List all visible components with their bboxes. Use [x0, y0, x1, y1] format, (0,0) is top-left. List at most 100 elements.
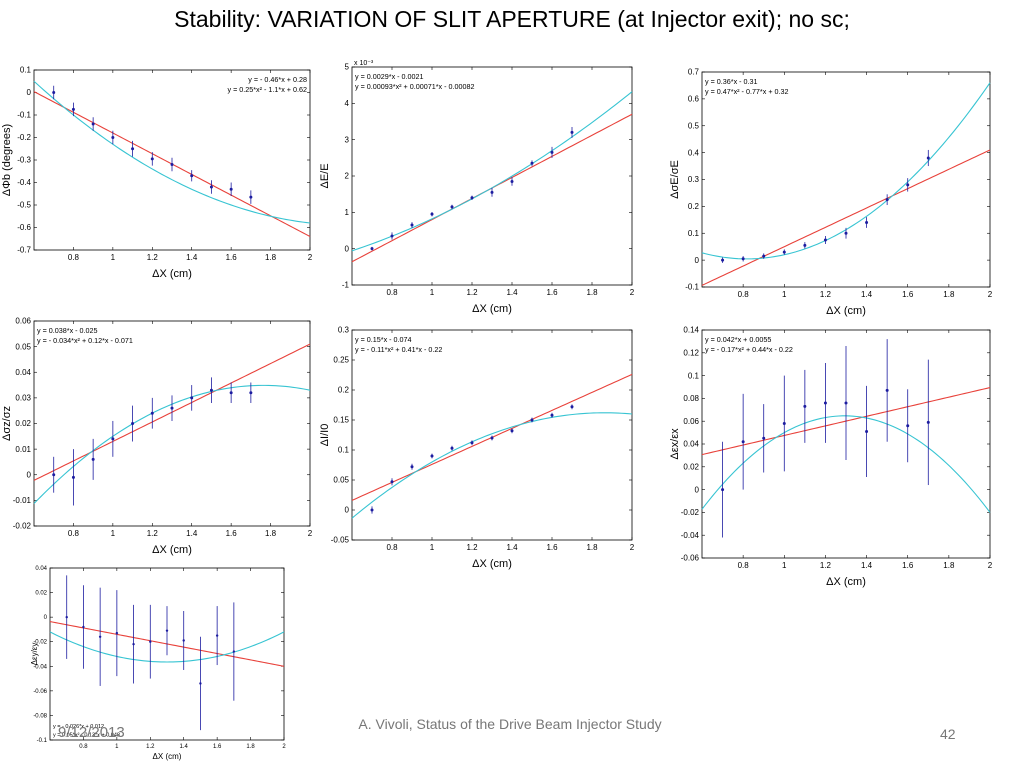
- y-tick-label: -0.3: [17, 156, 31, 165]
- chart-energy-spread: 0.8 1 1.2 1.4 1.6 1.8 2 0.7 0.6 0.5 0.4 0.3 0.2 0.1 0 -…: [668, 62, 998, 317]
- data-point: [885, 198, 889, 202]
- x-tick-label: 1.8: [943, 561, 955, 570]
- y-axis-label: Δεy/εy: [30, 643, 39, 666]
- chart-bunch-length: 0.8 1 1.2 1.4 1.6 1.8 2 0.06 0.05 0.04 0.03 0.02 0.0…: [0, 311, 318, 556]
- data-point: [249, 391, 253, 395]
- y-tick-label: 0.5: [688, 121, 700, 130]
- y-tick-label: 0.03: [15, 394, 31, 403]
- data-point: [98, 635, 102, 638]
- data-point: [65, 615, 68, 619]
- y-tick-label: -0.7: [17, 246, 31, 255]
- data-point: [721, 488, 725, 492]
- data-point: [215, 634, 219, 637]
- data-point: [530, 161, 534, 165]
- y-tick-label: -0.06: [681, 554, 700, 563]
- x-tick-label: 1.2: [146, 744, 155, 750]
- y-axis-label: ΔI/I0: [319, 424, 331, 447]
- y-tick-label: 0: [695, 256, 700, 265]
- data-point: [430, 454, 434, 458]
- y-tick-label: 3: [345, 135, 350, 144]
- data-point: [762, 436, 766, 440]
- x-tick-label: 2: [630, 288, 635, 297]
- data-point: [550, 413, 554, 417]
- x-tick-label: 0.8: [68, 529, 80, 538]
- data-point: [570, 405, 574, 409]
- data-point: [550, 150, 554, 154]
- footer-text: A. Vivoli, Status of the Drive Beam Inje…: [358, 716, 662, 732]
- data-point: [410, 465, 414, 469]
- data-point: [885, 388, 889, 392]
- y-tick-label: -0.08: [33, 713, 47, 719]
- fit-equation: y = 0.0029*x - 0.0021: [355, 72, 424, 81]
- y-tick-label: 0: [44, 615, 48, 621]
- fit-equation: y = 0.15*x - 0.074: [355, 335, 412, 344]
- x-tick-label: 1: [430, 543, 435, 552]
- x-axis-label: ΔX (cm): [152, 268, 192, 280]
- y-tick-label: 0.02: [683, 462, 699, 471]
- y-tick-label: -0.1: [17, 111, 31, 120]
- data-point: [115, 631, 119, 635]
- y-tick-label: 0.7: [688, 68, 700, 77]
- chart-emittance-x: 0.8 1 1.2 1.4 1.6 1.8 2 0.14 0.12 0.1 0.08 0.06 0.04…: [668, 320, 998, 588]
- data-point: [131, 422, 135, 425]
- exponent-label: x 10⁻³: [354, 60, 374, 67]
- data-point: [762, 254, 766, 258]
- y-tick-label: -0.06: [33, 689, 47, 695]
- x-tick-label: 1.8: [586, 543, 598, 552]
- y-tick-label: -0.4: [17, 178, 31, 187]
- data-point: [232, 650, 236, 653]
- data-point: [782, 250, 786, 254]
- data-point: [149, 640, 152, 643]
- data-point: [170, 406, 174, 410]
- chart-energy: 0.8 1 1.2 1.4 1.6 1.8 2 5 4 3 2 1 0 -1 ΔX (cm) ΔE/E x 10…: [318, 57, 640, 315]
- data-point: [229, 391, 233, 395]
- data-point: [370, 508, 374, 512]
- x-axis-label: ΔX (cm): [153, 752, 182, 761]
- plot-area: [701, 71, 991, 288]
- x-tick-label: 1: [111, 529, 116, 538]
- y-tick-label: 0.1: [20, 66, 32, 75]
- fit-equation: y = 0.25*x² - 1.1*x + 0.62: [227, 85, 307, 94]
- chart-svg-energy-spread: 0.8 1 1.2 1.4 1.6 1.8 2 0.7 0.6 0.5 0.4 0.3 0.2 0.1 0 -…: [669, 68, 993, 317]
- chart-phase: 0.8 1 1.2 1.4 1.6 1.8 2 0.1 0 -0.1 -0.2 -0.3 -0.4 -0.…: [0, 60, 318, 280]
- x-tick-label: 1: [782, 561, 787, 570]
- x-tick-label: 1.4: [861, 561, 873, 570]
- y-tick-label: -0.5: [17, 201, 31, 210]
- y-tick-label: 0.02: [35, 591, 47, 597]
- y-tick-label: 0.4: [688, 148, 700, 157]
- x-tick-label: 1.4: [186, 529, 198, 538]
- data-point: [906, 183, 910, 187]
- data-point: [570, 130, 574, 134]
- chart-svg-phase: 0.8 1 1.2 1.4 1.6 1.8 2 0.1 0 -0.1 -0.2 -0.3 -0.4 -0.…: [1, 66, 313, 280]
- data-point: [390, 480, 394, 484]
- x-tick-label: 1: [782, 290, 787, 299]
- x-tick-label: 1.2: [147, 529, 159, 538]
- x-tick-label: 0.8: [738, 290, 750, 299]
- x-tick-label: 0.8: [386, 288, 398, 297]
- y-tick-label: -0.6: [17, 223, 31, 232]
- data-point: [111, 136, 115, 139]
- x-tick-label: 1: [115, 744, 119, 750]
- x-tick-label: 1.6: [546, 543, 558, 552]
- x-tick-label: 2: [630, 543, 635, 552]
- data-point: [170, 163, 174, 166]
- data-point: [131, 147, 135, 151]
- data-point: [410, 223, 414, 227]
- x-axis-label: ΔX (cm): [472, 303, 512, 315]
- x-tick-label: 1.8: [586, 288, 598, 297]
- x-tick-label: 2: [988, 561, 993, 570]
- x-tick-label: 0.8: [386, 543, 398, 552]
- data-point: [823, 401, 827, 405]
- data-point: [510, 179, 514, 183]
- y-tick-label: 0.6: [688, 95, 700, 104]
- data-point: [721, 258, 725, 262]
- data-point: [52, 473, 56, 477]
- y-tick-label: 0.15: [333, 416, 349, 425]
- y-tick-label: 0.12: [683, 348, 699, 357]
- x-tick-label: 2: [308, 253, 313, 262]
- data-point: [530, 418, 534, 422]
- y-tick-label: 0.05: [333, 476, 349, 485]
- y-tick-label: 0.1: [338, 446, 350, 455]
- y-tick-label: -0.01: [13, 496, 32, 505]
- y-tick-label: 1: [345, 208, 350, 217]
